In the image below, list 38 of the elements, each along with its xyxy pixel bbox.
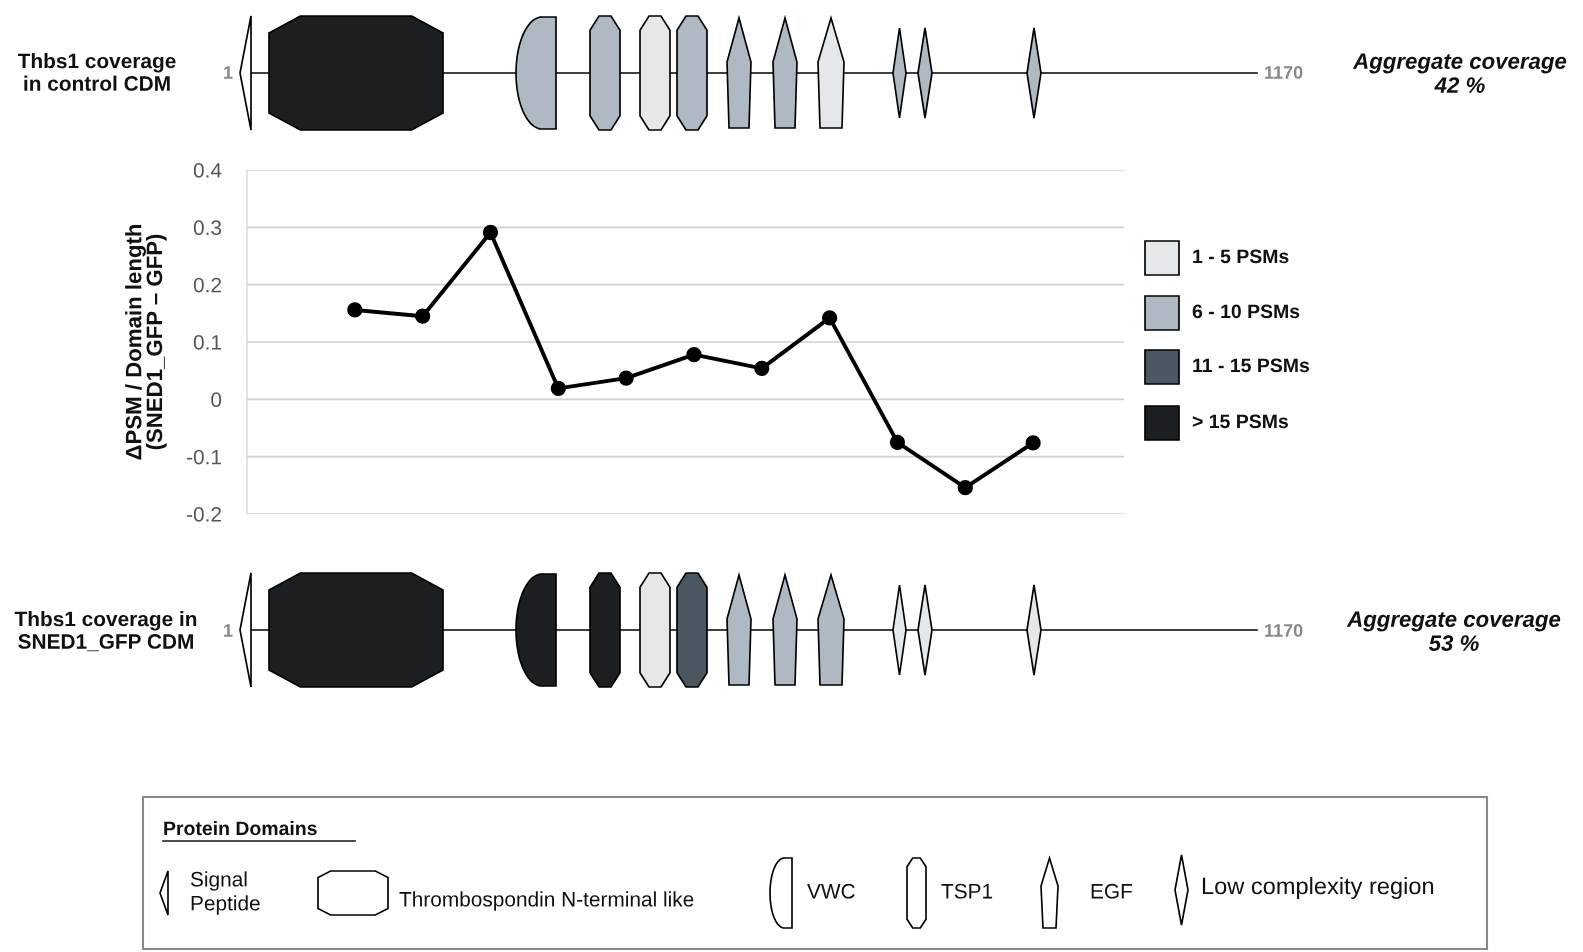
y-tick-label: 0.4 xyxy=(193,163,222,178)
y-tick-label: -0.2 xyxy=(187,507,221,522)
text: > 15 PSMs xyxy=(1192,414,1288,429)
text: Signal Peptide xyxy=(190,871,260,915)
point xyxy=(754,360,770,377)
text: EGF xyxy=(1091,883,1132,899)
point xyxy=(1025,435,1041,451)
point xyxy=(415,308,431,324)
point xyxy=(686,346,702,363)
text: 11 - 15 PSMs xyxy=(1193,358,1310,373)
text: 6 - 10 PSMs xyxy=(1192,304,1300,319)
point xyxy=(957,479,973,496)
y-tick-label: 0 xyxy=(211,392,222,408)
point xyxy=(347,302,363,318)
text: TSP1 xyxy=(941,883,993,899)
text: Thrombospondin N-terminal like xyxy=(399,891,694,911)
text: Low complexity region xyxy=(1202,876,1434,900)
text: Aggregate coverage 42 % xyxy=(1352,53,1567,93)
text: VWC xyxy=(807,883,855,899)
y-tick-label: -0.1 xyxy=(187,449,221,465)
text: 1170 xyxy=(1265,66,1303,79)
text: Aggregate coverage 53 % xyxy=(1346,611,1561,651)
y-tick-label: 0.3 xyxy=(193,220,222,236)
text: Thbs1 coverage in control CDM xyxy=(17,53,176,91)
text: 1 - 5 PSMs xyxy=(1193,249,1289,264)
y-axis-title: ΔPSM / Domain length (SNED1_GFP – GFP) xyxy=(125,224,167,460)
text: 1170 xyxy=(1265,624,1303,637)
point xyxy=(618,370,634,386)
text: 1 xyxy=(224,624,233,637)
point xyxy=(482,224,499,241)
point xyxy=(550,380,566,397)
y-tick-label: 0.2 xyxy=(193,277,221,293)
text: Thbs1 coverage in SNED1_GFP CDM xyxy=(14,611,197,652)
point xyxy=(821,310,838,326)
point xyxy=(889,434,906,450)
text: Protein Domains xyxy=(164,820,317,836)
text: 1 xyxy=(224,66,233,79)
y-tick-label: 0.1 xyxy=(193,335,221,350)
